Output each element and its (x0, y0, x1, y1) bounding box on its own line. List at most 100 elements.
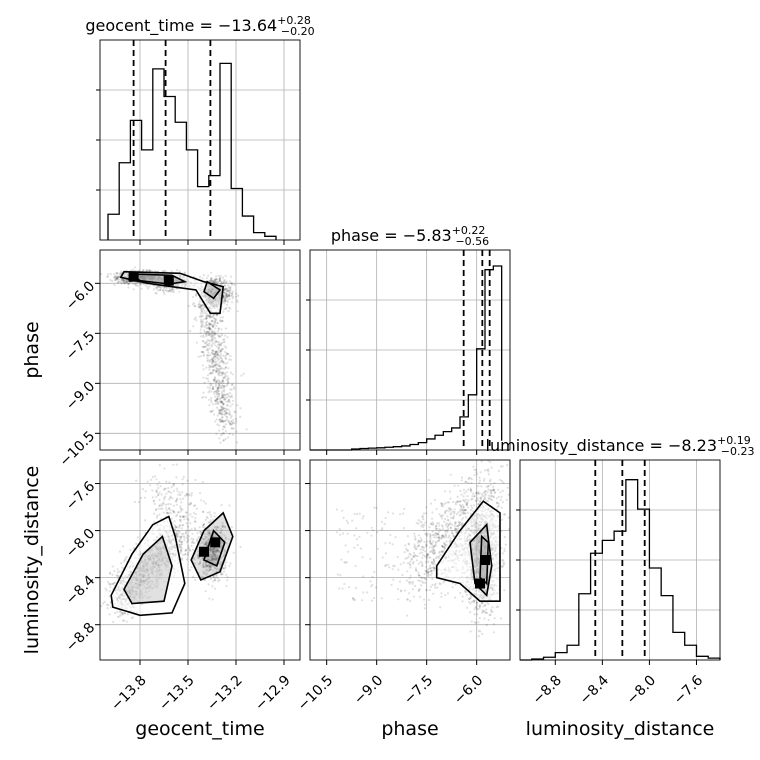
sample-point (228, 413, 231, 416)
sample-point (221, 367, 224, 370)
sample-point (220, 341, 223, 345)
sample-point (172, 489, 176, 492)
sample-point (209, 384, 212, 387)
sample-point (197, 535, 200, 538)
sample-point (174, 514, 178, 518)
sample-point (126, 280, 129, 283)
sample-point (168, 498, 171, 501)
sample-point (106, 275, 109, 278)
sample-point (227, 399, 230, 402)
sample-point (175, 503, 178, 506)
sample-point (178, 539, 181, 542)
sample-point (221, 392, 224, 395)
sample-point (183, 536, 186, 539)
sample-point (194, 316, 197, 319)
sample-point (224, 357, 228, 360)
sample-point (199, 328, 202, 331)
sample-point (222, 276, 225, 279)
sample-point (150, 478, 153, 481)
sample-point (228, 358, 231, 361)
sample-point (189, 513, 192, 516)
sample-point (116, 568, 119, 571)
sample-point (194, 478, 197, 482)
sample-point (175, 500, 178, 503)
sample-point (117, 275, 120, 278)
sample-point (181, 478, 184, 481)
sample-point (214, 420, 217, 423)
sample-point (170, 486, 173, 489)
sample-point (221, 333, 224, 336)
sample-point (223, 299, 226, 303)
sample-point (163, 498, 166, 501)
sample-point (191, 575, 195, 578)
sample-point (219, 374, 222, 377)
sample-point (211, 409, 215, 412)
sample-point (227, 377, 230, 380)
sample-point (180, 501, 183, 504)
sample-point (218, 368, 221, 371)
sample-point (222, 439, 225, 442)
sample-point (225, 371, 228, 374)
sample-point (214, 275, 218, 278)
sample-point (205, 335, 208, 338)
sample-point (190, 494, 193, 497)
sample-point (159, 288, 162, 292)
sample-point (188, 569, 191, 572)
sample-point (228, 410, 231, 413)
sample-point (223, 334, 227, 337)
sample-point (229, 416, 232, 419)
sample-point (125, 555, 128, 559)
sample-point (185, 548, 188, 551)
sample-point (230, 420, 233, 423)
sample-point (227, 367, 230, 370)
histogram-frame-geocent_time (99, 39, 301, 241)
sample-point (235, 295, 238, 298)
sample-point (225, 561, 228, 564)
sample-point (218, 409, 221, 412)
sample-point (224, 407, 227, 410)
sample-point (224, 284, 227, 287)
sample-point (190, 544, 193, 548)
sample-point (165, 492, 168, 495)
sample-point (225, 354, 228, 357)
sample-point (190, 537, 193, 540)
sample-point (212, 331, 215, 334)
sample-point (218, 361, 221, 364)
sample-point (198, 300, 201, 303)
sample-point (165, 503, 168, 506)
sample-point (208, 404, 211, 407)
sample-point (205, 349, 208, 352)
sample-point (121, 278, 124, 281)
sample-point (219, 316, 222, 319)
sample-point (192, 295, 195, 299)
sample-point (194, 517, 197, 520)
sample-point (228, 564, 231, 568)
sample-point (233, 386, 236, 389)
sample-point (200, 307, 204, 310)
sample-point (189, 549, 192, 553)
sample-point (126, 613, 129, 616)
sample-point (454, 583, 457, 586)
sample-point (218, 357, 221, 360)
sample-point (231, 403, 234, 406)
sample-point (169, 495, 172, 498)
sample-point (154, 509, 157, 512)
sample-point (212, 379, 215, 382)
sample-point (212, 403, 215, 406)
sample-point (178, 535, 181, 538)
sample-point (179, 507, 182, 510)
sample-point (226, 301, 229, 304)
sample-point (131, 616, 134, 619)
sample-point (114, 279, 117, 282)
sample-point (203, 342, 207, 345)
sample-point (220, 573, 224, 576)
sample-point (187, 553, 190, 557)
sample-point (108, 613, 111, 616)
sample-point (219, 355, 222, 358)
sample-point (181, 483, 184, 486)
sample-point (226, 418, 229, 421)
sample-point (210, 399, 213, 402)
sample-point (225, 306, 228, 309)
sample-point (217, 347, 220, 350)
sample-point (202, 354, 205, 357)
